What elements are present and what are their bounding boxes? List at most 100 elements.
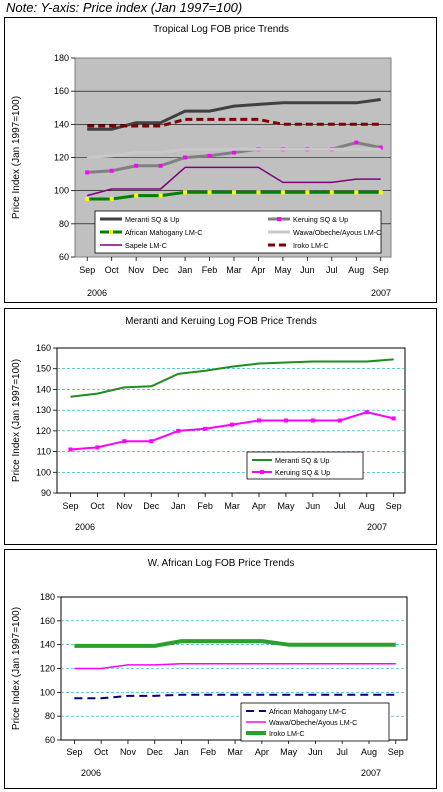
x-tick-label: Jan [171,501,186,511]
legend-label: Sapele LM-C [125,241,167,250]
legend-marker [109,230,113,234]
x-tick-label: Sep [62,501,78,511]
meranti-keruing-chart: Meranti and Keruing Log FOB Price Trends… [11,316,406,532]
series-line-0 [87,98,381,131]
y-tick-label: 100 [40,687,55,697]
data-point-marker [95,445,100,450]
data-point-marker [354,140,359,145]
chart-title: W. African Log FOB Price Trends [148,558,295,569]
data-point-marker [158,163,163,168]
x-tick-label: Mar [227,747,243,757]
x-tick-label: Aug [348,265,364,275]
data-point-marker [230,422,235,427]
data-point-marker [378,145,383,150]
x-tick-label: Dec [153,265,170,275]
x-tick-label: Apr [252,501,266,511]
data-point-marker [149,439,154,444]
w-african-chart: W. African Log FOB Price Trends Price Ind… [11,558,408,778]
y-tick-label: 110 [37,447,51,457]
meranti-keruing-chart-panel: Meranti and Keruing Log FOB Price Trends… [4,308,437,545]
y-tick-label: 140 [54,119,69,129]
y-tick-label: 140 [36,384,51,394]
x-tick-label: Aug [359,501,375,511]
y-tick-label: 160 [54,86,69,96]
x-tick-label: Feb [202,265,218,275]
data-point-marker [122,439,127,444]
series-line-4 [87,166,381,197]
tropical-log-chart: Tropical Log FOB price Trends Price Index… [11,24,392,298]
x-tick-label: Aug [361,747,377,757]
x-tick-label: Apr [251,265,265,275]
data-point-marker [257,418,262,423]
y-tick-label: 120 [36,426,51,436]
x-tick-label: Feb [197,501,213,511]
y-axis-note: Note: Y-axis: Price index (Jan 1997=100) [6,0,243,15]
data-point-marker [231,150,236,155]
data-point-marker [329,190,334,195]
legend-label: African Mahogany LM-C [269,707,347,716]
legend-label: Wawa/Obeche/Ayous LM-C [293,228,381,237]
y-axis-label: Price Index (Jan 1997=100) [11,359,22,482]
data-point-marker [305,190,310,195]
data-point-marker [354,190,359,195]
y-tick-label: 160 [36,343,51,353]
data-point-marker [391,416,396,421]
legend-label: Keruing SQ & Up [293,215,348,224]
legend-marker [260,470,264,474]
x-tick-label: Nov [128,265,145,275]
x-tick-label: Jun [308,747,323,757]
y-tick-label: 80 [45,711,55,721]
legend-label: Iroko LM-C [269,729,305,738]
x-tick-label: May [277,501,295,511]
x-tick-label: Sep [79,265,95,275]
data-point-marker [68,447,73,452]
data-point-marker [364,410,369,415]
data-point-marker [231,190,236,195]
tropical-log-chart-panel: Tropical Log FOB price Trends Price Index… [4,17,437,303]
y-tick-label: 60 [45,735,55,745]
x-tick-label: Jul [334,501,346,511]
y-tick-label: 80 [59,219,69,229]
x-tick-label: Sep [388,747,404,757]
y-tick-label: 180 [54,53,69,63]
legend-label: Keruing SQ & Up [275,468,330,477]
legend-marker [277,217,281,221]
y-tick-label: 100 [54,186,69,196]
x-tick-label: Jul [336,747,348,757]
data-point-marker [109,168,114,173]
x-tick-label: Dec [143,501,160,511]
x-tick-label: Jan [178,265,193,275]
y-axis-label: Price Index (Jan 1997=100) [11,96,22,219]
x-tick-label: Jan [174,747,189,757]
x-tick-label: Oct [94,747,109,757]
chart-title: Tropical Log FOB price Trends [153,24,289,35]
chart-title: Meranti and Keruing Log FOB Price Trends [125,316,317,327]
data-point-marker [280,190,285,195]
x-tick-label: Sep [373,265,389,275]
data-point-marker [378,190,383,195]
year-label-2006: 2006 [75,522,95,532]
legend-label: Iroko LM-C [293,241,329,250]
y-tick-label: 180 [40,592,55,602]
data-point-marker [310,418,315,423]
x-tick-label: Jul [326,265,338,275]
series-line-5 [87,117,381,128]
x-tick-label: Apr [255,747,269,757]
data-point-marker [203,426,208,431]
y-tick-label: 120 [40,664,55,674]
year-label-2007: 2007 [367,522,387,532]
legend-label: Meranti SQ & Up [275,456,329,465]
x-tick-label: Nov [116,501,133,511]
data-point-marker [256,190,261,195]
x-tick-label: Sep [66,747,82,757]
legend-label: African Mahogany LM-C [125,228,203,237]
data-point-marker [85,170,90,175]
y-tick-label: 90 [41,488,51,498]
data-point-marker [183,155,188,160]
legend-box [94,210,382,254]
data-point-marker [134,193,139,198]
x-tick-label: Sep [386,501,402,511]
legend-box [246,451,364,480]
series-line-2 [74,639,396,648]
y-tick-label: 130 [36,405,51,415]
